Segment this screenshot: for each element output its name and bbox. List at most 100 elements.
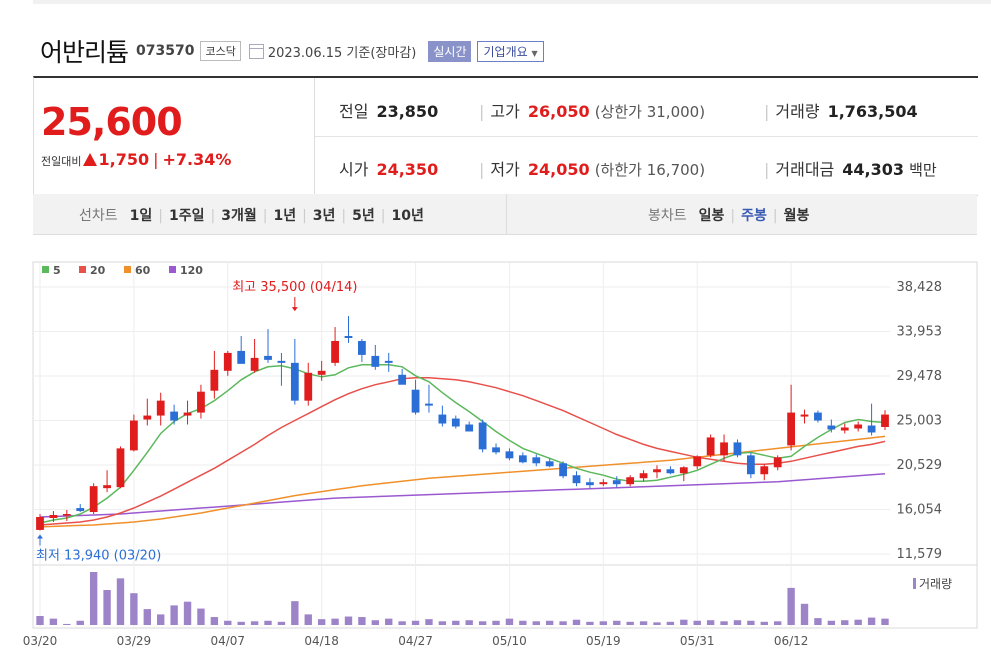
candle-body: [666, 469, 675, 474]
volume-bar: [237, 621, 245, 625]
candle-body: [425, 403, 433, 406]
volume-bar: [411, 620, 420, 625]
candle-chart-label: 봉차트: [648, 208, 687, 224]
candle-body: [492, 447, 500, 453]
volume-bar: [371, 620, 380, 625]
volume-bar: [559, 621, 567, 625]
low-label: 저가: [490, 160, 520, 179]
candle-body: [384, 360, 393, 363]
candle-daily[interactable]: 일봉: [698, 208, 725, 224]
period-3y[interactable]: 3년: [312, 208, 336, 224]
y-tick-label: 29,478: [897, 369, 943, 384]
volume-bar: [277, 621, 286, 625]
volume-bar: [733, 620, 742, 625]
open-value: 24,350: [376, 160, 439, 179]
volume-bar: [197, 608, 205, 625]
legend-label: 60: [135, 264, 151, 277]
volume-bar: [532, 621, 540, 625]
y-tick-label: 20,529: [897, 458, 943, 473]
candle-body: [746, 455, 755, 475]
period-1w[interactable]: 1주일: [168, 208, 205, 224]
period-1y[interactable]: 1년: [273, 208, 297, 224]
candle-body: [545, 461, 554, 467]
candle-body: [116, 448, 125, 488]
min-arrow-icon: [37, 534, 43, 539]
low-price: | 저가 24,050 (하한가 16,700): [479, 160, 706, 179]
volume-bar: [639, 621, 648, 625]
open-price: 시가 24,350: [339, 156, 438, 180]
volume-bar: [774, 621, 782, 625]
volume-legend-swatch: [913, 578, 916, 589]
volume-bar: [545, 620, 554, 625]
volume-bar: [706, 620, 715, 625]
candle-body: [827, 425, 836, 430]
candle-body: [197, 391, 205, 413]
y-tick-label: 25,003: [897, 414, 943, 429]
volume-plot-frame: [32, 564, 978, 629]
change-percent: +7.34%: [162, 150, 232, 169]
volume-bar: [76, 620, 84, 625]
price-change: 전일대비 1,750 | +7.34%: [41, 150, 231, 169]
x-tick-label: 04/18: [304, 634, 339, 648]
line-chart-label: 선차트: [79, 208, 118, 224]
candle-monthly[interactable]: 월봉: [783, 208, 810, 224]
volume-bar: [572, 619, 581, 625]
volume-bar: [760, 621, 768, 625]
period-5y[interactable]: 5년: [352, 208, 375, 224]
volume-bar: [304, 614, 312, 625]
candle-body: [840, 427, 849, 431]
calendar-icon: [248, 43, 264, 59]
volume-bar: [881, 618, 889, 625]
company-info-dropdown[interactable]: 기업개요 ▼: [477, 40, 544, 62]
legend-label: 120: [180, 264, 203, 277]
period-3m[interactable]: 3개월: [221, 208, 257, 224]
legend-swatch: [42, 266, 49, 273]
candle-body: [679, 467, 688, 474]
period-10y[interactable]: 10년: [391, 208, 424, 224]
candle-chart-periods: 봉차트 일봉 | 주봉 | 월봉: [648, 208, 810, 224]
as-of-date: 2023.06.15 기준(장마감): [267, 45, 417, 61]
candle-body: [344, 336, 353, 338]
realtime-button[interactable]: 실시간: [428, 40, 472, 62]
top-divider: [33, 0, 991, 4]
candle-body: [438, 414, 447, 424]
candle-body: [760, 466, 769, 475]
candle-body: [814, 412, 822, 421]
x-tick-label: 03/29: [117, 634, 152, 648]
x-tick-label: 03/20: [23, 634, 58, 648]
candle-body: [586, 482, 594, 486]
quote-panel: 25,600 전일대비 1,750 | +7.34% 전일 23,850 | 고가 26,0…: [33, 76, 978, 196]
volume-bar: [103, 590, 111, 625]
volume-bar: [385, 618, 393, 625]
volume-bar: [827, 620, 836, 625]
stock-header: 어반리튬 073570 코스닥 2023.06.15 기준(장마감) 실시간 기…: [40, 36, 544, 67]
chart-period-bar: 선차트 1일 | 1주일 | 3개월 | 1년 | 3년 | 5년 | 10년 봉차트 일봉 | 주봉 | 월봉: [33, 194, 977, 235]
candle-body: [532, 457, 541, 464]
candle-body: [572, 475, 581, 484]
candle-body: [465, 424, 474, 432]
candle-body: [653, 469, 661, 473]
volume-bar: [344, 616, 353, 625]
open-label: 시가: [339, 160, 369, 179]
candle-body: [626, 477, 635, 485]
candle-body: [881, 414, 889, 427]
candle-body: [371, 355, 380, 367]
volume-bar: [626, 621, 634, 625]
volume-bar: [478, 621, 487, 625]
candle-body: [733, 442, 742, 456]
volume-bar: [130, 593, 138, 625]
chevron-down-icon: ▼: [531, 48, 538, 58]
volume-bar: [398, 621, 406, 625]
volume-label: 거래량: [775, 102, 820, 121]
period-1d[interactable]: 1일: [129, 208, 153, 224]
candle-body: [331, 340, 339, 363]
volume-bar: [358, 617, 366, 625]
volume-bar: [800, 603, 809, 625]
candle-body: [693, 456, 702, 467]
candle-weekly[interactable]: 주봉: [741, 208, 767, 224]
candle-body: [290, 362, 299, 401]
candle-body: [103, 485, 111, 489]
candle-body: [720, 442, 728, 456]
x-tick-label: 05/19: [586, 634, 621, 648]
change-separator: |: [153, 150, 159, 169]
